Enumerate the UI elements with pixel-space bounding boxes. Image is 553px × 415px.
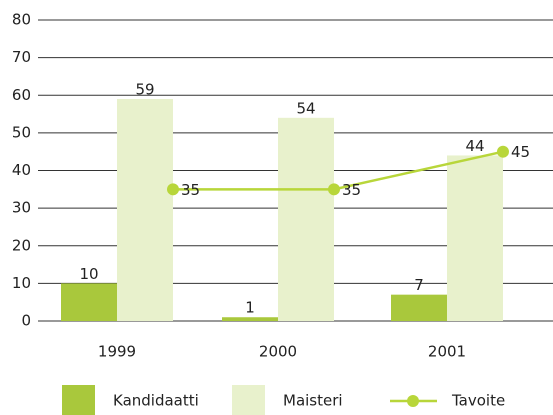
- legend-label: Maisteri: [283, 392, 343, 410]
- value-label: 7: [414, 276, 424, 294]
- bar: [391, 294, 447, 321]
- value-label: 1: [245, 299, 255, 317]
- bar: [447, 155, 503, 321]
- bar: [61, 283, 117, 321]
- bar: [278, 117, 334, 321]
- y-tick-label: 10: [12, 274, 31, 292]
- value-label: 44: [465, 137, 484, 155]
- y-tick-label: 70: [12, 48, 31, 66]
- value-label: 35: [181, 181, 200, 199]
- line-point: [497, 145, 509, 158]
- y-tick-label: 80: [12, 11, 31, 29]
- value-label: 59: [135, 81, 154, 99]
- value-label: 35: [342, 181, 361, 199]
- x-tick-label: 1999: [98, 343, 136, 361]
- y-tick-label: 40: [12, 161, 31, 179]
- line-point: [167, 183, 179, 196]
- bar: [222, 317, 278, 321]
- y-tick-label: 30: [12, 199, 31, 217]
- line-point: [328, 183, 340, 196]
- x-tick-label: 2000: [259, 343, 297, 361]
- y-tick-label: 20: [12, 236, 31, 254]
- y-tick-label: 60: [12, 86, 31, 104]
- legend-label: Tavoite: [451, 392, 505, 410]
- value-label: 54: [296, 99, 315, 117]
- y-tick-label: 50: [12, 123, 31, 141]
- x-tick-label: 2001: [428, 343, 466, 361]
- legend-swatch: [62, 385, 95, 415]
- legend-swatch: [232, 385, 265, 415]
- value-label: 45: [511, 143, 530, 161]
- value-label: 10: [79, 265, 98, 283]
- y-tick-label: 0: [21, 312, 31, 330]
- bar: [117, 99, 173, 321]
- legend-point: [407, 395, 419, 407]
- legend-label: Kandidaatti: [113, 392, 199, 410]
